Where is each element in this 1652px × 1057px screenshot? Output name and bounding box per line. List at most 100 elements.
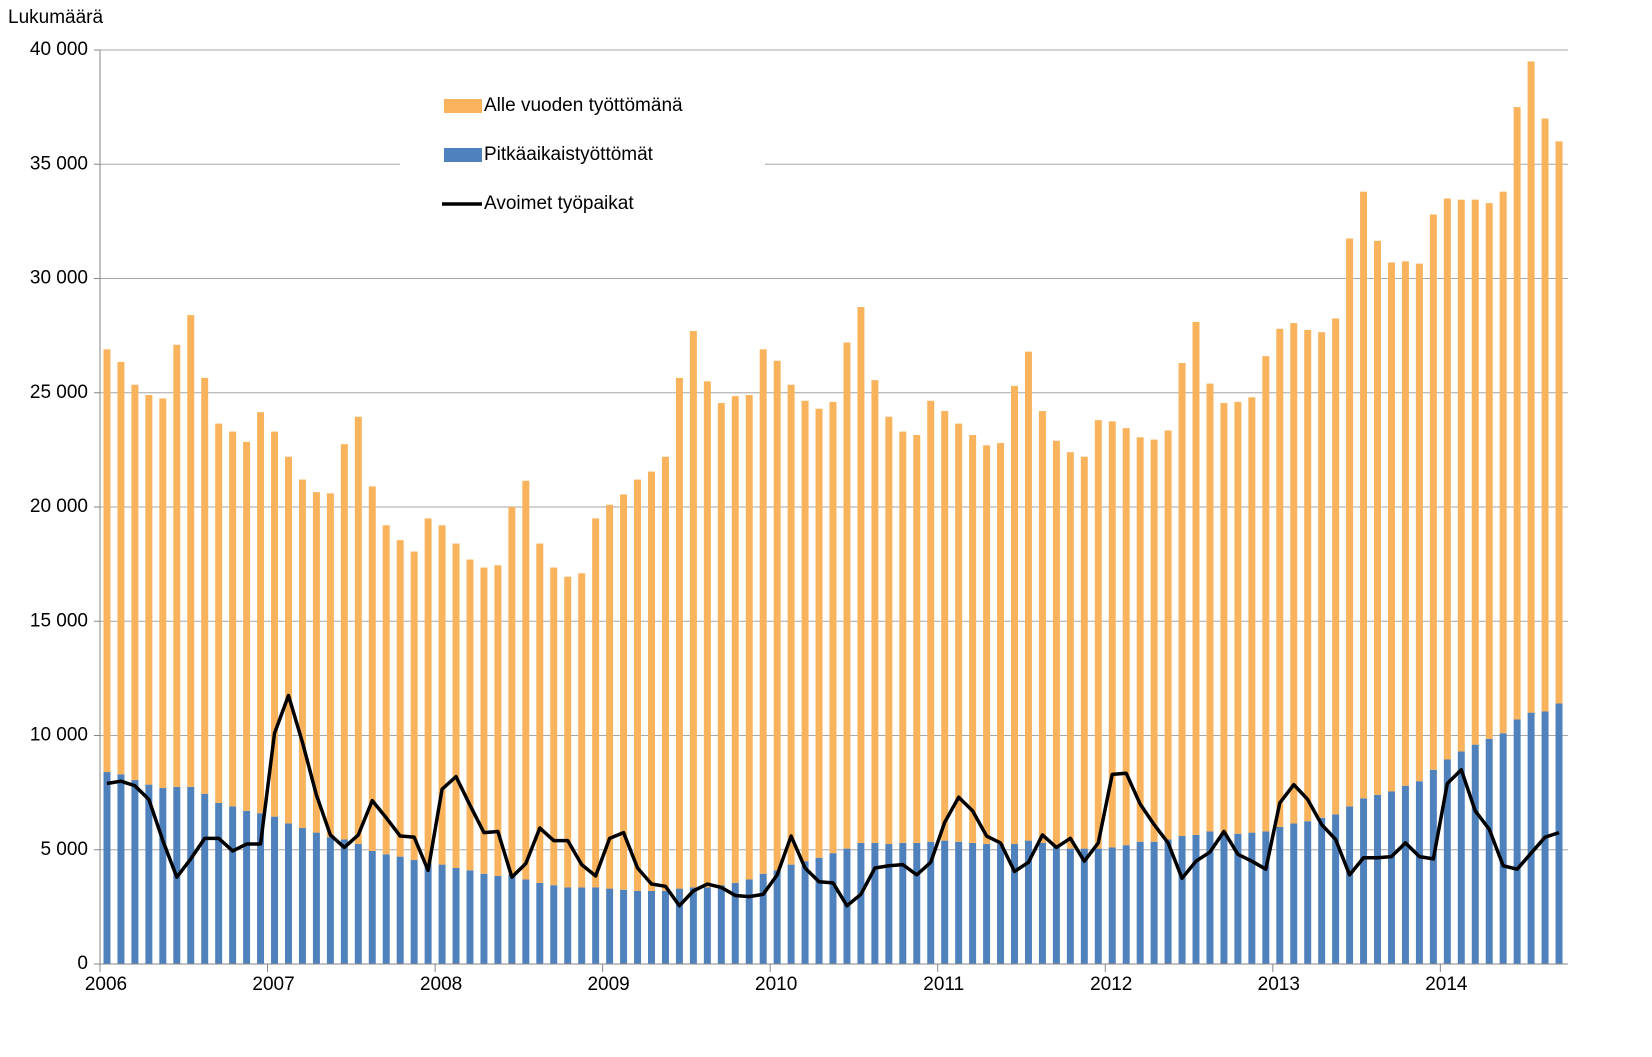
legend-swatch — [444, 148, 482, 162]
bar-segment — [1387, 262, 1395, 792]
bar-segment — [564, 887, 572, 964]
x-tick-label: 2011 — [923, 974, 964, 995]
y-tick-label: 5 000 — [40, 839, 88, 860]
bar-segment — [480, 567, 488, 874]
bar-segment — [620, 889, 628, 964]
bar-segment — [1541, 118, 1549, 712]
bar-segment — [871, 842, 879, 964]
bar-segment — [731, 396, 739, 883]
bar-segment — [424, 863, 432, 964]
bar-segment — [1527, 712, 1535, 964]
bar-segment — [913, 842, 921, 964]
x-tick-label: 2008 — [420, 974, 462, 995]
bar-segment — [1360, 798, 1368, 964]
bar-segment — [1262, 356, 1270, 832]
bar-segment — [1024, 840, 1032, 964]
bar-segment — [1276, 826, 1284, 964]
bar-segment — [1360, 191, 1368, 799]
bar-segment — [1248, 397, 1256, 833]
bar-segment — [941, 411, 949, 841]
bar-segment — [298, 479, 306, 829]
bar-segment — [717, 403, 725, 886]
bar-segment — [424, 518, 432, 864]
bar-segment — [410, 860, 418, 964]
bar-segment — [689, 887, 697, 964]
bar-segment — [829, 401, 837, 854]
bar-segment — [1206, 383, 1214, 832]
bar-segment — [1443, 198, 1451, 760]
bar-segment — [592, 518, 600, 888]
bar-segment — [452, 868, 460, 964]
bar-segment — [1234, 833, 1242, 964]
bar-segment — [815, 857, 823, 964]
bar-segment — [997, 844, 1005, 964]
line-series — [106, 693, 1560, 908]
bar-segment — [312, 492, 320, 833]
bar-segment — [340, 839, 348, 964]
bar-segment — [187, 786, 195, 964]
bar-segment — [466, 870, 474, 964]
bar-segment — [1527, 61, 1535, 713]
bar-segment — [243, 810, 251, 964]
bar-segment — [354, 844, 362, 964]
bar-segment — [438, 525, 446, 865]
bar-segment — [1415, 781, 1423, 964]
bar-segment — [1248, 832, 1256, 964]
bar-segment — [829, 853, 837, 964]
bar-segment — [871, 380, 879, 843]
bar-segment — [396, 856, 404, 964]
y-axis-title: Lukumäärä — [8, 7, 103, 28]
bar-segment — [438, 864, 446, 964]
lines — [106, 693, 1560, 908]
legend-label: Alle vuoden työttömänä — [484, 95, 683, 116]
y-tick-label: 30 000 — [30, 268, 88, 289]
bar-segment — [1485, 203, 1493, 739]
bar-segment — [801, 400, 809, 862]
bar-segment — [759, 873, 767, 964]
bar-segment — [145, 784, 153, 964]
bar-segment — [1471, 199, 1479, 745]
bar-segment — [1401, 785, 1409, 964]
bar-segment — [885, 844, 893, 964]
bar-segment — [368, 486, 376, 851]
bar-segment — [1178, 836, 1186, 964]
y-tick-label: 20 000 — [30, 496, 88, 517]
bar-segment — [606, 888, 614, 964]
x-tick-label: 2006 — [85, 974, 127, 995]
bar-segment — [1011, 385, 1018, 845]
bar-segment — [131, 384, 139, 781]
bar-segment — [620, 494, 628, 890]
bar-segment — [103, 772, 111, 964]
bar-segment — [717, 885, 725, 964]
bar-segment — [1304, 821, 1312, 964]
bar-segment — [103, 349, 111, 773]
bar-segment — [159, 788, 167, 964]
bar-segment — [480, 873, 488, 964]
bar-segment — [703, 887, 711, 964]
bar-segment — [396, 540, 404, 857]
bar-segment — [312, 832, 320, 964]
bar-segment — [354, 416, 362, 845]
bar-segment — [257, 813, 265, 964]
x-tick-label: 2014 — [1425, 974, 1468, 995]
x-tick-label: 2012 — [1090, 974, 1132, 995]
bar-segment — [1164, 839, 1172, 964]
bar-segment — [522, 480, 530, 880]
bar-segment — [731, 882, 739, 964]
bar-segment — [284, 823, 292, 964]
bar-segment — [117, 774, 125, 964]
bar-segment — [1429, 214, 1437, 770]
bar-segment — [1457, 199, 1465, 752]
bar-segment — [1499, 191, 1507, 734]
bar-segment — [1220, 403, 1228, 834]
bar-segment — [1387, 791, 1395, 964]
bars — [103, 61, 1563, 964]
bar-segment — [466, 559, 474, 871]
axes — [94, 49, 1568, 972]
bar-segment — [173, 344, 181, 787]
bar-segment — [1192, 834, 1200, 964]
bar-segment — [941, 840, 949, 964]
bar-segment — [215, 802, 223, 964]
y-tick-label: 10 000 — [30, 725, 88, 746]
bar-segment — [969, 435, 977, 843]
